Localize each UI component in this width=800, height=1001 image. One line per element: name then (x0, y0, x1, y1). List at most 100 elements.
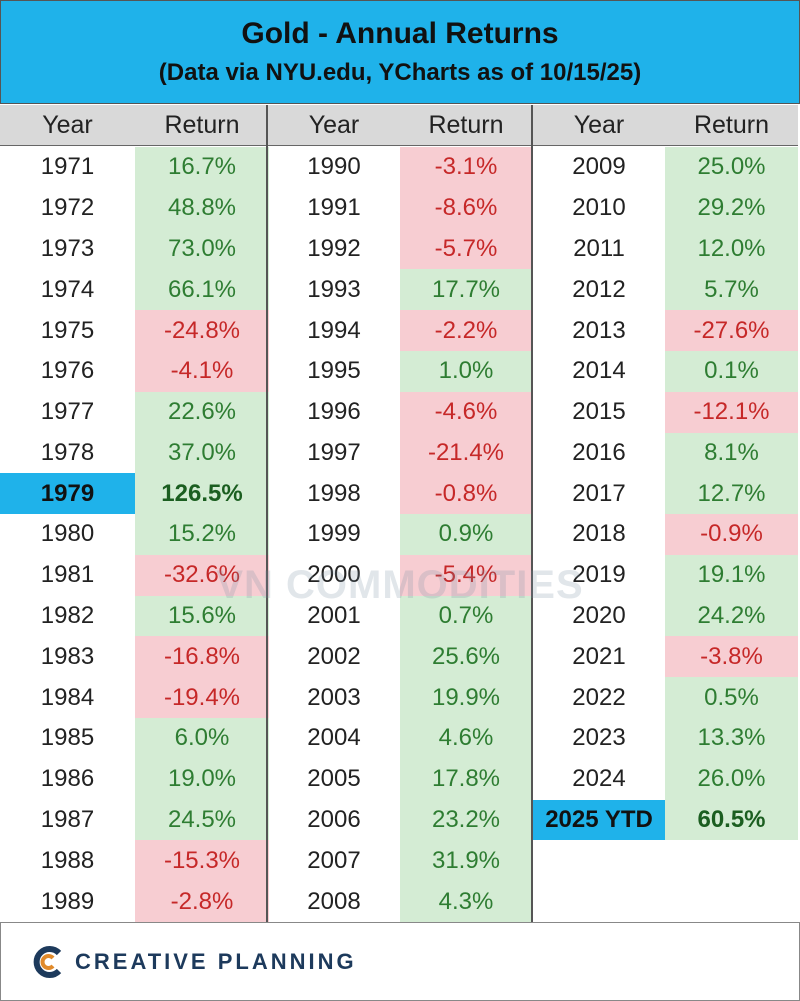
return-cell: -16.8% (135, 636, 269, 678)
footer: CREATIVE PLANNING (0, 922, 800, 1001)
return-cell: -15.3% (135, 840, 269, 882)
return-cell: -12.1% (665, 391, 798, 433)
column-header: Return (400, 105, 532, 146)
return-cell: 25.6% (400, 636, 532, 678)
year-cell: 2019 (572, 561, 626, 589)
year-cell: 1997 (307, 438, 361, 466)
year-cell: 1999 (307, 520, 361, 548)
return-cell: -2.8% (135, 881, 269, 922)
year-cell: 1988 (40, 846, 95, 874)
year-cell: 2010 (572, 194, 626, 222)
year-cell: 1979 (0, 473, 135, 515)
return-cell: 48.8% (135, 187, 269, 229)
year-cell: 1994 (307, 316, 361, 344)
year-cell: 1991 (307, 194, 361, 222)
logo-text: CREATIVE PLANNING (75, 948, 357, 974)
year-cell: 1996 (307, 398, 361, 426)
year-cell: 1977 (40, 398, 95, 426)
return-cell: 0.7% (400, 595, 532, 637)
return-cell: 16.7% (135, 147, 269, 188)
return-cell: 15.2% (135, 514, 269, 555)
return-cell: -3.1% (400, 147, 532, 188)
year-cell: 2022 (572, 683, 626, 711)
return-cell: 0.5% (665, 677, 798, 719)
return-cell: -0.9% (665, 514, 798, 555)
return-cell: 31.9% (400, 840, 532, 882)
year-cell: 2004 (307, 724, 361, 752)
year-cell: 1995 (307, 357, 361, 385)
year-cell: 1998 (307, 479, 361, 507)
year-cell: 2007 (307, 846, 361, 874)
year-cell: 2017 (572, 479, 626, 507)
return-cell: 1.0% (400, 350, 532, 392)
year-cell: 2002 (307, 642, 361, 670)
return-cell: -8.6% (400, 187, 532, 229)
year-cell: 1993 (307, 275, 361, 303)
return-cell: 4.6% (400, 718, 532, 759)
year-cell: 2003 (307, 683, 361, 711)
column-header: Year (0, 105, 135, 146)
year-cell: 1978 (40, 438, 95, 466)
return-cell: 13.3% (665, 718, 798, 759)
return-cell: 6.0% (135, 718, 269, 759)
year-cell: 2006 (307, 806, 361, 834)
return-cell: -5.4% (400, 554, 532, 596)
return-cell: 12.0% (665, 228, 798, 270)
return-cell: -4.6% (400, 391, 532, 433)
return-cell: 25.0% (665, 147, 798, 188)
return-cell: 23.2% (400, 799, 532, 841)
return-cell: 15.6% (135, 595, 269, 637)
return-cell: 4.3% (400, 881, 532, 922)
year-cell: 1984 (40, 683, 95, 711)
title: Gold - Annual Returns (241, 17, 559, 50)
year-cell: 2012 (572, 275, 626, 303)
return-cell: 66.1% (135, 269, 269, 311)
year-cell: 2021 (572, 642, 626, 670)
year-cell: 2014 (572, 357, 626, 385)
separator (531, 105, 533, 922)
column-header: Year (268, 105, 400, 146)
year-cell: 1989 (40, 887, 95, 915)
year-cell: 2018 (572, 520, 626, 548)
separator (266, 105, 268, 922)
year-cell: 1992 (307, 234, 361, 262)
return-cell: 5.7% (665, 269, 798, 311)
year-cell: 2008 (307, 887, 361, 915)
return-cell: -19.4% (135, 677, 269, 719)
return-cell: 17.7% (400, 269, 532, 311)
subtitle: (Data via NYU.edu, YCharts as of 10/15/2… (158, 59, 642, 86)
return-cell: -32.6% (135, 554, 269, 596)
year-cell: 2013 (572, 316, 626, 344)
year-cell: 1974 (40, 275, 95, 303)
return-cell: -4.1% (135, 350, 269, 392)
year-cell: 1985 (40, 724, 95, 752)
return-cell: 0.1% (665, 350, 798, 392)
return-cell: -5.7% (400, 228, 532, 270)
year-cell: 1972 (40, 194, 95, 222)
year-cell: 2005 (307, 765, 361, 793)
return-cell: -27.6% (665, 310, 798, 351)
column-header: Year (533, 105, 665, 146)
year-cell: 1990 (307, 153, 361, 181)
year-cell: 1983 (40, 642, 95, 670)
year-cell: 1971 (40, 153, 95, 181)
return-cell: 29.2% (665, 187, 798, 229)
return-cell: 19.9% (400, 677, 532, 719)
year-cell: 1980 (40, 520, 95, 548)
return-cell: -21.4% (400, 432, 532, 474)
watermark: VN COMMODITIES (216, 562, 584, 607)
year-cell: 1982 (40, 602, 95, 630)
year-cell: 2020 (572, 602, 626, 630)
year-cell: 1975 (40, 316, 95, 344)
year-cell: 2009 (572, 153, 626, 181)
return-cell: 73.0% (135, 228, 269, 270)
return-cell: 8.1% (665, 432, 798, 474)
return-cell: 19.1% (665, 554, 798, 596)
year-cell: 2000 (307, 561, 361, 589)
return-cell: 24.2% (665, 595, 798, 637)
return-cell: 126.5% (135, 473, 269, 515)
column-header: Return (665, 105, 798, 146)
year-cell: 1976 (40, 357, 95, 385)
year-cell: 2015 (572, 398, 626, 426)
